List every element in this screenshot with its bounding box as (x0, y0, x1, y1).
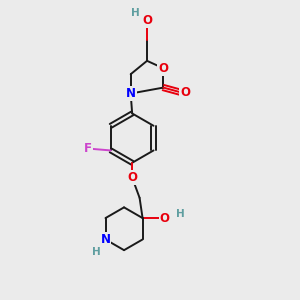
Text: O: O (142, 14, 152, 27)
Text: F: F (84, 142, 92, 155)
Text: H: H (92, 247, 101, 257)
Text: H: H (176, 209, 185, 220)
Text: O: O (160, 212, 170, 225)
Text: O: O (180, 85, 190, 98)
Text: N: N (100, 233, 110, 246)
Text: H: H (131, 8, 140, 18)
Text: O: O (158, 62, 168, 75)
Text: O: O (127, 171, 137, 184)
Text: N: N (126, 87, 136, 100)
